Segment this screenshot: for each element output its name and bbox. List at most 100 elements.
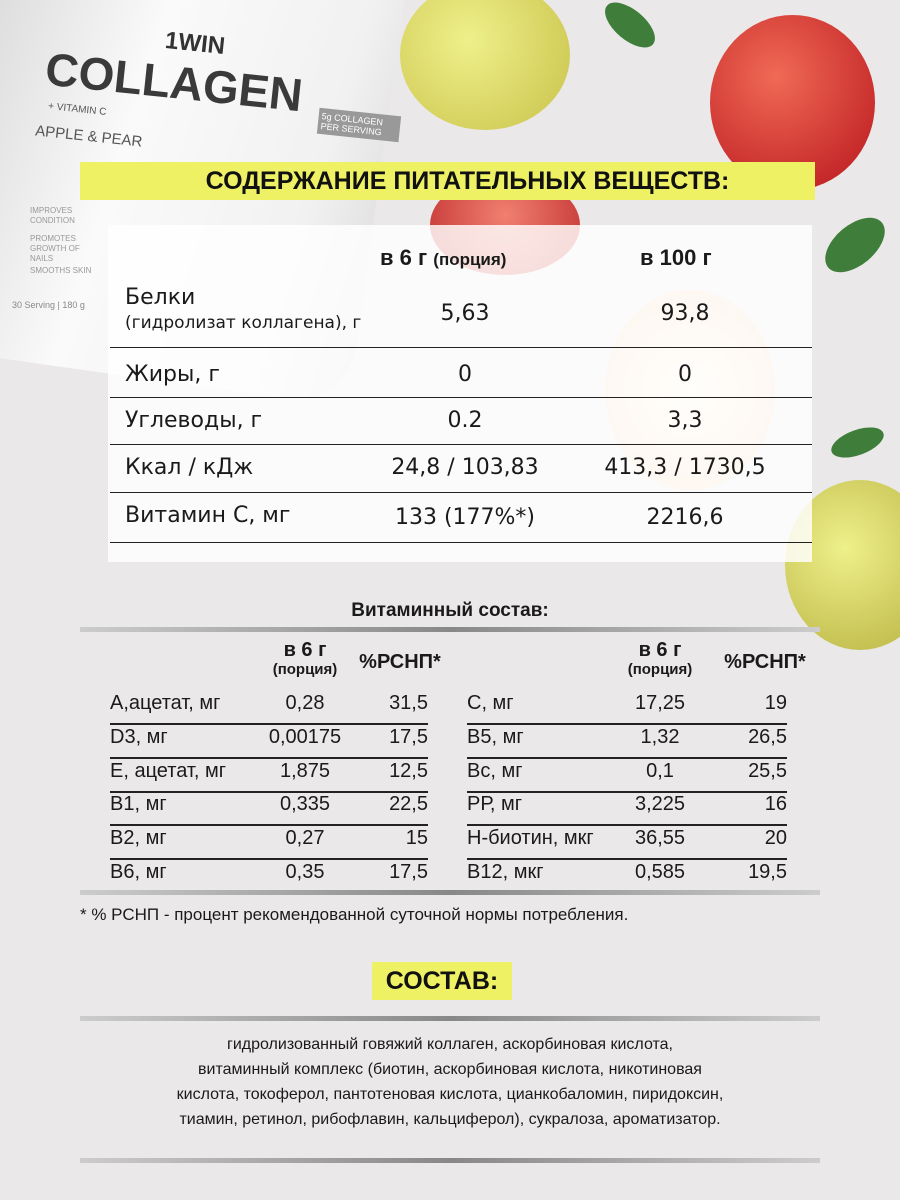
nutrition-title: СОДЕРЖАНИЕ ПИТАТЕЛЬНЫХ ВЕЩЕСТВ: [80, 162, 815, 200]
row-divider [467, 858, 787, 860]
right-header-rsnp: %РСНП* [724, 651, 806, 673]
header-note: (порция) [627, 661, 693, 678]
row-label: Ккал / кДж [125, 455, 254, 480]
nutrition-row: Белки (гидролизат коллагена), г 5,63 93,… [110, 283, 812, 348]
vitamin-name: В6, мг [110, 861, 167, 883]
row-sublabel: (гидролизат коллагена), г [125, 313, 362, 333]
nutrition-row: Витамин С, мг 133 (177%*) 2216,6 [110, 493, 812, 543]
col-header-serving-note: (порция) [433, 250, 507, 269]
composition-line: гидролизованный говяжий коллаген, аскорб… [227, 1036, 673, 1053]
divider [80, 1158, 820, 1163]
vitamin-name: В2, мг [110, 827, 167, 849]
row-value-serving: 133 (177%*) [394, 505, 536, 530]
vitamin-serving: 1,875 [279, 760, 331, 782]
nutrition-panel [108, 225, 812, 562]
divider [80, 1016, 820, 1021]
row-divider [110, 723, 428, 725]
composition-line: тиамин, ретинол, рибофлавин, кальциферол… [179, 1111, 721, 1128]
vitamin-name: РР, мг [467, 793, 523, 815]
row-label: Белки [125, 285, 196, 310]
divider [80, 890, 820, 895]
row-divider [110, 791, 428, 793]
vitamin-name: Е, ацетат, мг [110, 760, 226, 782]
header-label: в 6 г [283, 639, 327, 661]
vitamin-rsnp: 19 [764, 692, 787, 714]
composition-text: гидролизованный говяжий коллаген, аскорб… [80, 1032, 820, 1132]
left-header-serving: в 6 г (порция) [250, 640, 360, 680]
header-label: в 6 г [638, 639, 682, 661]
vitamin-rsnp: 20 [764, 827, 787, 849]
row-divider [467, 757, 787, 759]
row-value-100g: 0 [678, 362, 692, 387]
vitamin-name: В1, мг [110, 793, 167, 815]
vitamin-rsnp: 31,5 [389, 692, 428, 714]
vitamin-name: Н-биотин, мкг [467, 827, 594, 849]
row-value-serving: 24,8 / 103,83 [391, 455, 539, 480]
vitamin-name: С, мг [467, 692, 514, 714]
vitamin-serving: 0,27 [285, 827, 325, 849]
vitamin-serving: 0,585 [634, 861, 686, 883]
row-divider [467, 723, 787, 725]
vitamin-rsnp: 17,5 [389, 726, 428, 748]
serving-label: 30 Serving | 180 g [12, 300, 85, 310]
vitamin-serving: 0,00175 [268, 726, 342, 748]
divider [80, 627, 820, 632]
vitamin-rsnp: 16 [764, 793, 787, 815]
vitamin-serving: 0,35 [285, 861, 325, 883]
row-value-serving: 0.2 [447, 408, 483, 433]
header-note: (порция) [272, 661, 338, 678]
vitamin-rsnp: 22,5 [389, 793, 428, 815]
benefit-1: IMPROVES CONDITION [30, 206, 75, 225]
vitamin-serving: 0,1 [646, 760, 674, 782]
composition-title: СОСТАВ: [372, 962, 512, 1000]
vitamin-rsnp: 15 [405, 827, 428, 849]
row-divider [467, 824, 787, 826]
col-header-serving-label: в 6 г [380, 245, 428, 270]
vitamin-serving: 36,55 [634, 827, 686, 849]
vitamin-rsnp: 25,5 [748, 760, 787, 782]
vitamin-serving: 17,25 [634, 692, 686, 714]
apple-image [710, 15, 875, 190]
vitamin-name: Вс, мг [467, 760, 523, 782]
leaf-image [597, 0, 663, 56]
vitamin-rsnp: 26,5 [748, 726, 787, 748]
benefit-2: PROMOTES GROWTH OF NAILS [30, 234, 80, 263]
row-divider [110, 858, 428, 860]
leaf-image [815, 207, 895, 283]
col-header-100g: в 100 г [640, 245, 712, 270]
right-header-serving: в 6 г (порция) [605, 640, 715, 680]
leaf-image [827, 421, 888, 464]
vitamin-rsnp: 17,5 [389, 861, 428, 883]
row-divider [467, 791, 787, 793]
vitamin-serving: 0,335 [279, 793, 331, 815]
row-divider [110, 757, 428, 759]
vitamin-serving: 1,32 [640, 726, 680, 748]
benefit-3: SMOOTHS SKIN [30, 266, 92, 275]
vitamin-serving: 3,225 [634, 793, 686, 815]
pear-image [400, 0, 570, 130]
row-label: Жиры, г [125, 362, 220, 387]
vitamin-serving: 0,28 [285, 692, 325, 714]
row-value-100g: 93,8 [660, 301, 710, 326]
footnote: * % РСНП - процент рекомендованной суточ… [80, 905, 629, 924]
vitamin-name: А,ацетат, мг [110, 692, 221, 714]
row-divider [110, 824, 428, 826]
nutrition-row: Ккал / кДж 24,8 / 103,83 413,3 / 1730,5 [110, 445, 812, 493]
row-value-serving: 5,63 [440, 301, 490, 326]
vitamin-name: D3, мг [110, 726, 168, 748]
row-value-100g: 2216,6 [646, 505, 724, 530]
row-value-100g: 413,3 / 1730,5 [604, 455, 766, 480]
col-header-serving: в 6 г (порция) [380, 245, 506, 271]
composition-line: витаминный комплекс (биотин, аскорбинова… [198, 1061, 702, 1078]
row-label: Витамин С, мг [125, 503, 291, 528]
row-value-100g: 3,3 [667, 408, 703, 433]
row-label: Углеводы, г [125, 408, 263, 433]
row-value-serving: 0 [458, 362, 472, 387]
vitamin-name: В12, мкг [467, 861, 544, 883]
vitamins-title: Витаминный состав: [351, 600, 549, 621]
nutrition-row: Жиры, г 0 0 [110, 348, 812, 398]
vitamin-name: В5, мг [467, 726, 524, 748]
vitamin-rsnp: 12,5 [389, 760, 428, 782]
composition-line: кислота, токоферол, пантотеновая кислота… [176, 1086, 724, 1103]
nutrition-row: Углеводы, г 0.2 3,3 [110, 398, 812, 445]
